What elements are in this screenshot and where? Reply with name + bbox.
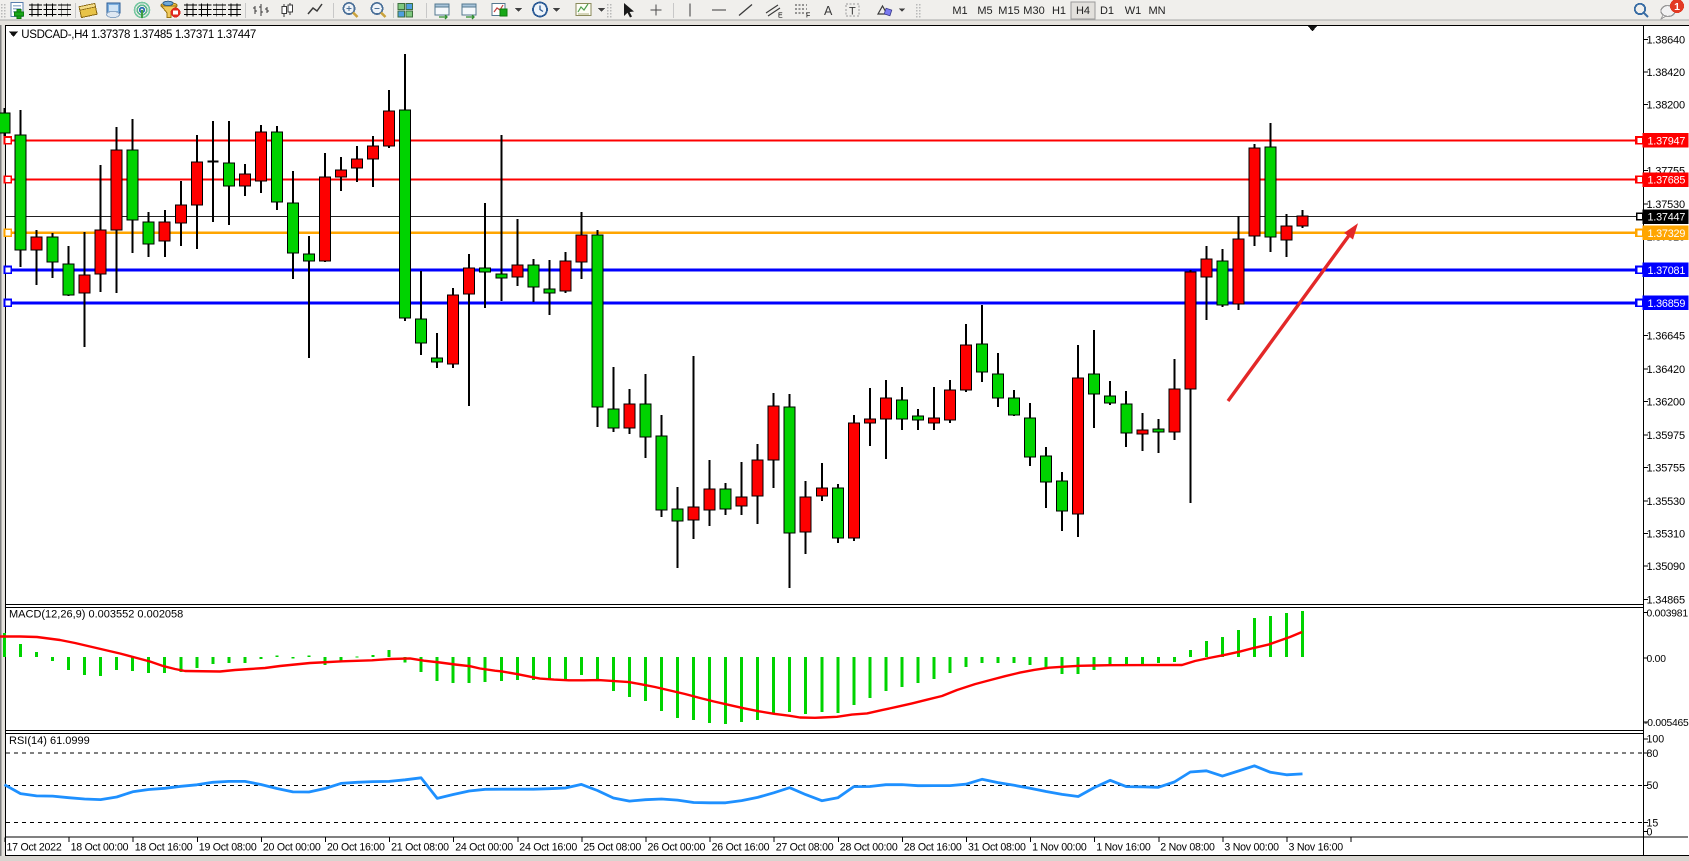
svg-text:19 Oct 08:00: 19 Oct 08:00 (199, 842, 257, 854)
svg-text:1.37685: 1.37685 (1648, 175, 1686, 187)
svg-text:M30: M30 (1023, 5, 1044, 17)
svg-text:21 Oct 08:00: 21 Oct 08:00 (391, 842, 449, 854)
svg-text:1.34865: 1.34865 (1647, 595, 1685, 607)
svg-text:31 Oct 08:00: 31 Oct 08:00 (968, 842, 1026, 854)
svg-text:1 Nov 16:00: 1 Nov 16:00 (1096, 842, 1151, 854)
svg-text:W1: W1 (1125, 5, 1142, 17)
svg-text:1.37081: 1.37081 (1648, 265, 1686, 277)
svg-text:1.37329: 1.37329 (1648, 228, 1686, 240)
svg-text:1.36645: 1.36645 (1647, 330, 1685, 342)
svg-text:MN: MN (1148, 5, 1165, 17)
svg-text:18 Oct 00:00: 18 Oct 00:00 (71, 842, 129, 854)
svg-text:A: A (824, 4, 833, 18)
svg-text:-0.005465: -0.005465 (1644, 718, 1689, 729)
svg-text:18 Oct 16:00: 18 Oct 16:00 (135, 842, 193, 854)
svg-text:T: T (849, 6, 856, 18)
svg-text:1.36420: 1.36420 (1647, 364, 1685, 376)
svg-text:H1: H1 (1052, 5, 1066, 17)
svg-text:1.37947: 1.37947 (1648, 136, 1686, 148)
svg-text:20 Oct 00:00: 20 Oct 00:00 (263, 842, 321, 854)
svg-text:1 Nov 00:00: 1 Nov 00:00 (1032, 842, 1087, 854)
svg-text:0.003981: 0.003981 (1647, 609, 1689, 620)
svg-text:M5: M5 (977, 5, 992, 17)
svg-text:24 Oct 16:00: 24 Oct 16:00 (519, 842, 577, 854)
svg-text:D1: D1 (1100, 5, 1114, 17)
svg-text:USDCAD-,H4 1.37378 1.37485 1.: USDCAD-,H4 1.37378 1.37485 1.37371 1.374… (21, 29, 256, 41)
svg-text:1.35755: 1.35755 (1647, 462, 1685, 474)
svg-text:1.35975: 1.35975 (1647, 430, 1685, 442)
svg-text:26 Oct 16:00: 26 Oct 16:00 (712, 842, 770, 854)
svg-text:H4: H4 (1076, 5, 1090, 17)
svg-text:3 Nov 00:00: 3 Nov 00:00 (1224, 842, 1279, 854)
svg-text:28 Oct 00:00: 28 Oct 00:00 (840, 842, 898, 854)
svg-text:1.36859: 1.36859 (1648, 298, 1686, 310)
svg-text:1.37530: 1.37530 (1647, 199, 1685, 211)
svg-text:100: 100 (1647, 734, 1665, 746)
svg-text:M15: M15 (998, 5, 1019, 17)
svg-text:RSI(14) 61.0999: RSI(14) 61.0999 (9, 735, 90, 747)
svg-text:25 Oct 08:00: 25 Oct 08:00 (583, 842, 641, 854)
svg-text:1.38200: 1.38200 (1647, 100, 1685, 112)
svg-text:28 Oct 16:00: 28 Oct 16:00 (904, 842, 962, 854)
svg-text:1.35530: 1.35530 (1647, 496, 1685, 508)
svg-text:1.36200: 1.36200 (1647, 396, 1685, 408)
svg-text:3 Nov 16:00: 3 Nov 16:00 (1289, 842, 1344, 854)
svg-text:17 Oct 2022: 17 Oct 2022 (7, 842, 62, 854)
svg-text:20 Oct 16:00: 20 Oct 16:00 (327, 842, 385, 854)
svg-text:1.35090: 1.35090 (1647, 561, 1685, 573)
svg-text:F: F (806, 13, 810, 20)
svg-text:26 Oct 00:00: 26 Oct 00:00 (648, 842, 706, 854)
svg-text:27 Oct 08:00: 27 Oct 08:00 (776, 842, 834, 854)
svg-text:0.00: 0.00 (1647, 654, 1667, 665)
svg-text:1: 1 (1674, 1, 1680, 13)
svg-text:24 Oct 00:00: 24 Oct 00:00 (455, 842, 513, 854)
svg-text:2 Nov 08:00: 2 Nov 08:00 (1160, 842, 1215, 854)
svg-text:M1: M1 (952, 5, 967, 17)
svg-text:15: 15 (1647, 817, 1659, 829)
svg-text:1.38420: 1.38420 (1647, 67, 1685, 79)
svg-text:80: 80 (1647, 748, 1659, 760)
svg-text:50: 50 (1647, 780, 1659, 792)
svg-text:E: E (778, 13, 783, 20)
svg-text:0: 0 (1647, 827, 1653, 839)
svg-text:MACD(12,26,9) 0.003552 0.00205: MACD(12,26,9) 0.003552 0.002058 (9, 609, 183, 621)
svg-text:1.37447: 1.37447 (1648, 212, 1686, 224)
svg-text:1.38640: 1.38640 (1647, 34, 1685, 46)
svg-text:1.35310: 1.35310 (1647, 528, 1685, 540)
